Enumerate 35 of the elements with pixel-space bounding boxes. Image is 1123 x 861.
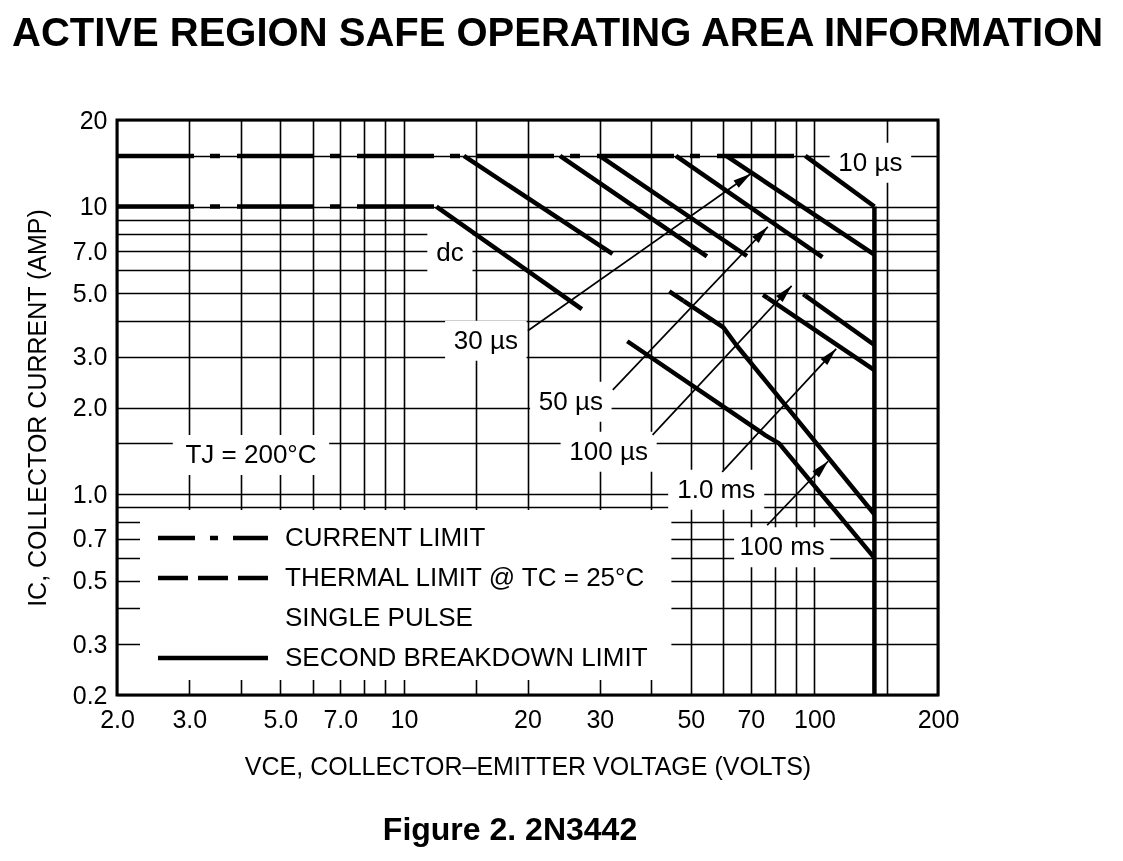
y-tick-label: 20 (79, 105, 108, 134)
caption: Figure 2. 2N3442 (382, 811, 638, 847)
annotation: 30 µs (453, 324, 518, 355)
y-tick-label: 0.5 (72, 566, 108, 595)
y-tick-label: 0.3 (72, 629, 108, 658)
y-tick-label: 10 (79, 192, 108, 221)
legend-label: SECOND BREAKDOWN LIMIT (285, 642, 648, 672)
y-tick-label: 3.0 (72, 342, 108, 371)
y-tick-label: 0.7 (72, 524, 108, 553)
y-axis-title: IC, COLLECTOR CURRENT (AMP) (22, 209, 51, 607)
annotation: TJ = 200°C (185, 439, 317, 469)
x-tick-label: 30 (586, 704, 615, 733)
x-tick-label: 7.0 (323, 704, 359, 733)
x-tick-label: 50 (677, 704, 706, 733)
y-tick-label: 1.0 (72, 479, 108, 508)
chart-title: ACTIVE REGION SAFE OPERATING AREA INFORMATION (12, 10, 1104, 54)
annotation: 100 ms (739, 531, 825, 562)
annotation: 1.0 ms (677, 473, 756, 504)
x-tick-label: 10 (390, 704, 419, 733)
annotation: 100 µs (569, 435, 648, 466)
x-axis-title: VCE, COLLECTOR–EMITTER VOLTAGE (VOLTS) (244, 751, 812, 780)
x-tick-label: 100 (794, 704, 836, 733)
x-tick-label: 20 (514, 704, 542, 733)
y-tick-label: 5.0 (72, 278, 108, 307)
x-tick-label: 3.0 (172, 704, 208, 733)
x-tick-label: 200 (917, 704, 960, 733)
legend-label: CURRENT LIMIT (285, 522, 486, 552)
annotation: dc (436, 236, 464, 267)
legend-label: THERMAL LIMIT @ TC = 25°C SINGLE PULSE (285, 562, 645, 632)
y-tick-label: 2.0 (72, 393, 108, 421)
annotation: 50 µs (538, 385, 603, 416)
x-tick-label: 5.0 (263, 704, 299, 733)
y-tick-label: 7.0 (72, 236, 108, 265)
annotation: 10 µs (838, 146, 903, 177)
x-tick-label: 70 (737, 704, 766, 733)
